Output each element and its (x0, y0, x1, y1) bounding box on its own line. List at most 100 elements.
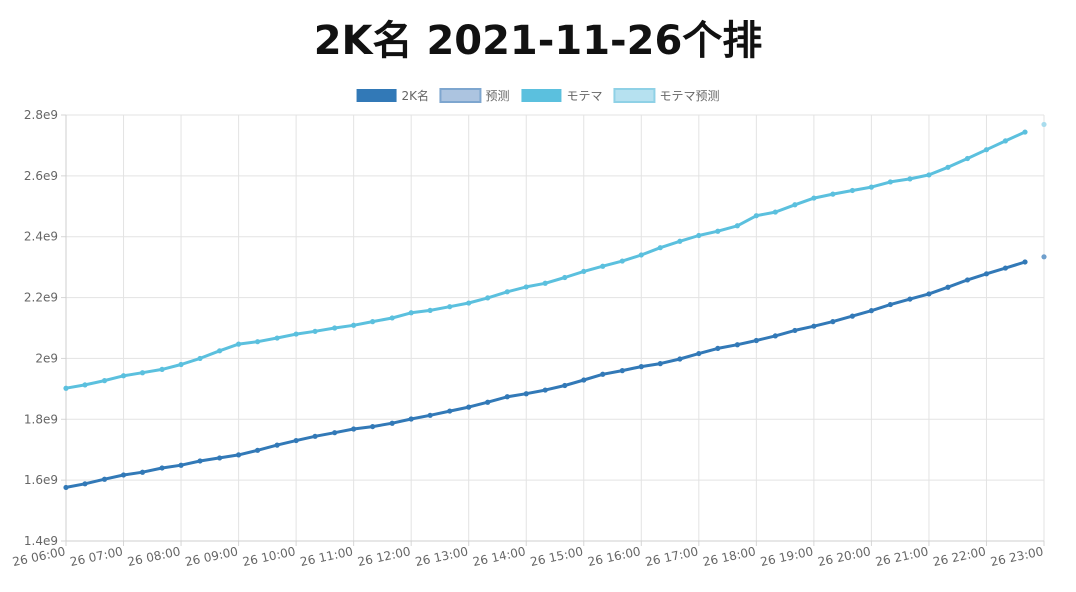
y-tick-label: 2.6e9 (24, 169, 58, 183)
data-point (792, 327, 798, 334)
data-point (811, 323, 817, 329)
x-tick-label: 26 19:00 (759, 544, 814, 569)
data-point (293, 437, 299, 444)
data-point (734, 223, 740, 229)
data-point (638, 252, 644, 258)
data-point (101, 476, 108, 482)
data-point (772, 209, 778, 215)
x-tick-label: 26 12:00 (356, 544, 411, 569)
data-point (887, 301, 893, 308)
data-point (351, 322, 357, 328)
series-2 (63, 129, 1028, 391)
y-tick-label: 2.8e9 (24, 108, 58, 122)
data-point (657, 245, 663, 251)
data-point (63, 385, 69, 391)
data-point (677, 356, 683, 362)
y-tick-label: 1.8e9 (24, 412, 58, 426)
data-point (466, 404, 472, 410)
legend-item: 2K名 (356, 88, 429, 103)
data-point (1022, 129, 1028, 135)
x-tick-label: 26 15:00 (529, 544, 584, 569)
x-tick-label: 26 23:00 (989, 544, 1044, 569)
data-point (447, 408, 453, 414)
data-point (504, 289, 510, 295)
x-tick-label: 26 11:00 (299, 544, 354, 569)
chart-title: 2K名 2021-11-26个排 (313, 18, 763, 64)
data-point (562, 382, 568, 389)
data-point (523, 284, 529, 290)
data-point (734, 342, 740, 348)
x-tick-label: 26 20:00 (817, 544, 872, 569)
data-point (159, 465, 165, 471)
data-point (868, 308, 875, 314)
x-tick-label: 26 16:00 (587, 544, 642, 569)
data-point (542, 280, 548, 286)
legend-item: モテマ预测 (613, 88, 719, 103)
data-point (235, 452, 242, 458)
legend-item: モテマ (521, 89, 602, 103)
data-point (389, 420, 395, 426)
data-point (312, 328, 318, 334)
data-point (139, 469, 146, 475)
data-point (868, 184, 875, 190)
data-point (696, 350, 702, 357)
y-tick-label: 1.4e9 (24, 534, 58, 548)
grid (65, 114, 1045, 542)
data-point (217, 348, 223, 354)
data-point (1002, 265, 1009, 271)
data-point (101, 378, 108, 384)
data-point (408, 310, 414, 316)
x-tick-label: 26 08:00 (126, 544, 181, 569)
legend-label: モテマ预测 (659, 89, 719, 103)
x-tick-label: 26 10:00 (241, 544, 296, 569)
data-point (274, 335, 280, 341)
data-point (926, 172, 932, 178)
data-point (542, 387, 548, 393)
data-point (581, 268, 587, 275)
legend-swatch (356, 89, 397, 102)
legend-swatch (613, 88, 656, 103)
legend-label: モテマ (566, 89, 602, 103)
data-point (772, 333, 778, 339)
data-point (849, 187, 856, 194)
plot-area (63, 121, 1047, 491)
legend-item: 预测 (439, 88, 509, 103)
data-point (619, 258, 625, 264)
series-3 (1041, 121, 1047, 128)
data-point (715, 345, 721, 351)
data-point (370, 319, 376, 325)
data-point (82, 481, 88, 487)
data-point (945, 164, 951, 170)
data-point (1041, 254, 1047, 260)
data-point (619, 368, 625, 374)
data-point (504, 394, 510, 400)
data-point (178, 361, 184, 368)
data-point (217, 455, 223, 461)
data-point (830, 191, 836, 197)
data-point (159, 366, 165, 372)
y-tick-label: 1.6e9 (24, 473, 58, 487)
data-point (63, 484, 69, 491)
data-point (600, 263, 606, 269)
data-point (332, 430, 338, 436)
data-point (830, 319, 836, 325)
data-point (427, 307, 433, 313)
data-point (197, 458, 203, 464)
data-point (178, 462, 184, 468)
data-point (811, 195, 817, 201)
series-0 (63, 259, 1028, 491)
x-tick-label: 26 07:00 (69, 544, 124, 569)
data-point (254, 339, 261, 345)
legend-swatch (521, 89, 562, 102)
data-point (274, 442, 280, 448)
legend-swatch (439, 88, 482, 103)
data-point (849, 313, 856, 319)
data-point (983, 271, 990, 277)
data-point (466, 300, 472, 306)
legend: 2K名 预测 モテマ モテマ预测 (356, 88, 719, 103)
x-tick-label: 26 17:00 (644, 544, 699, 569)
data-point (964, 277, 971, 283)
x-tick-label: 26 18:00 (702, 544, 757, 569)
data-point (562, 274, 568, 281)
